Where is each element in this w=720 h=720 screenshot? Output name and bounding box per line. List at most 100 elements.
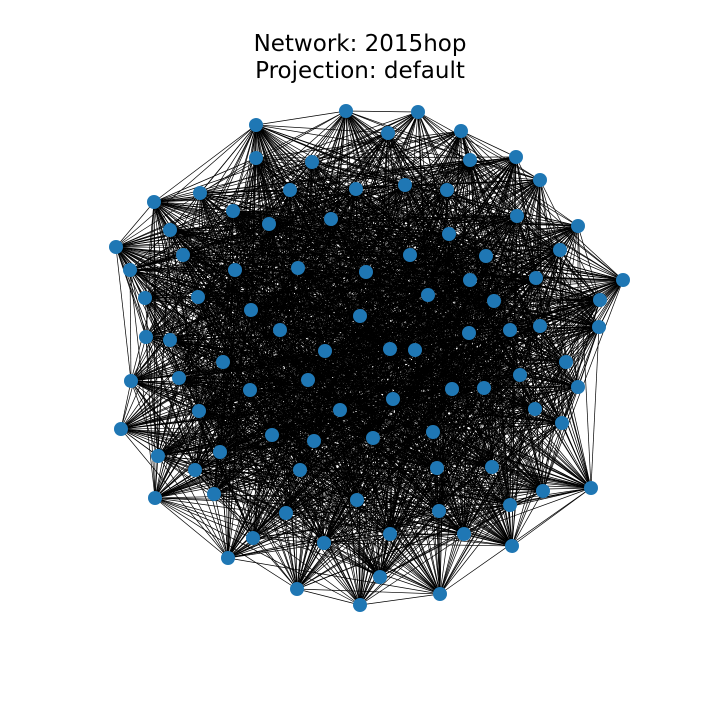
graph-edge <box>255 124 389 134</box>
graph-edge <box>169 189 291 341</box>
graph-edge <box>296 179 541 590</box>
graph-edge <box>372 279 471 439</box>
graph-edge <box>115 124 257 248</box>
graph-edge <box>359 504 511 606</box>
graph-edge <box>439 299 601 595</box>
graph-node <box>244 303 258 317</box>
graph-edge <box>379 408 536 578</box>
graph-node <box>411 105 425 119</box>
graph-edge <box>451 388 513 547</box>
graph-node <box>432 504 446 518</box>
graph-node <box>553 243 567 257</box>
graph-node <box>188 463 202 477</box>
graph-edge <box>199 132 389 194</box>
graph-edge <box>409 254 601 301</box>
graph-edge <box>115 157 257 248</box>
graph-edge <box>255 110 347 126</box>
graph-edge <box>355 188 411 256</box>
graph-edge <box>198 249 561 412</box>
graph-edge <box>249 189 291 391</box>
graph-edge <box>227 374 521 559</box>
graph-node <box>273 323 287 337</box>
graph-node <box>192 404 206 418</box>
graph-edge <box>129 269 521 376</box>
graph-edge <box>285 349 416 514</box>
graph-node <box>324 212 338 226</box>
graph-node <box>228 263 242 277</box>
graph-edge <box>313 329 511 442</box>
graph-edge <box>379 249 561 578</box>
graph-edge <box>463 466 493 535</box>
graph-edge <box>460 130 541 181</box>
title-line-2: Projection: default <box>255 58 465 84</box>
graph-node <box>305 155 319 169</box>
graph-edge <box>129 269 513 547</box>
graph-node <box>265 428 279 442</box>
graph-node <box>172 371 186 385</box>
graph-edge <box>279 277 537 331</box>
graph-edge <box>252 533 465 539</box>
graph-edge <box>404 184 450 235</box>
graph-edge <box>432 329 511 433</box>
graph-edge <box>234 269 381 578</box>
graph-edge <box>234 269 471 281</box>
graph-edge <box>323 159 471 544</box>
graph-edge <box>169 339 341 411</box>
graph-edge <box>427 294 600 328</box>
graph-node <box>290 582 304 596</box>
graph-node <box>249 118 263 132</box>
graph-node <box>283 183 297 197</box>
graph-node <box>509 150 523 164</box>
graph-edge <box>539 179 601 301</box>
graph-node <box>457 527 471 541</box>
graph-edge <box>311 130 462 163</box>
graph-edge <box>169 218 332 231</box>
graph-edge <box>460 130 518 217</box>
graph-edge <box>169 339 287 514</box>
graph-edge <box>296 588 441 595</box>
edges-layer <box>115 110 624 606</box>
graph-node <box>243 383 257 397</box>
graph-node <box>148 491 162 505</box>
graph-edge <box>130 380 229 559</box>
graph-edge <box>289 159 471 191</box>
graph-edge <box>559 249 601 301</box>
graph-edge <box>130 380 159 457</box>
graph-edge <box>299 179 541 471</box>
graph-edge <box>194 279 471 471</box>
graph-edge <box>227 409 341 559</box>
graph-edge <box>194 469 592 489</box>
graph-edge <box>539 325 567 363</box>
graph-node <box>359 265 373 279</box>
graph-edge <box>389 533 513 547</box>
graph-edge <box>154 497 254 539</box>
graph-edge <box>234 269 254 539</box>
graph-node <box>307 434 321 448</box>
graph-node <box>477 381 491 395</box>
graph-edge <box>227 533 391 559</box>
graph-node <box>193 186 207 200</box>
graph-node <box>430 461 444 475</box>
graph-edge <box>509 329 521 376</box>
graph-edge <box>227 499 358 559</box>
graph-edge <box>469 159 561 251</box>
graph-node <box>462 326 476 340</box>
graph-edge <box>182 179 541 256</box>
graph-node <box>442 227 456 241</box>
graph-edge <box>213 431 434 495</box>
graph-edge <box>359 299 601 317</box>
graph-edge <box>198 410 441 595</box>
graph-edge <box>279 329 434 433</box>
graph-edge <box>213 493 287 514</box>
graph-edge <box>389 374 521 535</box>
graph-edge <box>144 297 171 341</box>
graph-edge <box>129 269 416 351</box>
graph-edge <box>330 179 541 220</box>
graph-edge <box>199 110 347 194</box>
graph-edge <box>469 159 493 468</box>
graph-edge <box>129 269 579 388</box>
graph-node <box>139 330 153 344</box>
graph-edge <box>249 389 391 535</box>
graph-edge <box>169 339 298 590</box>
